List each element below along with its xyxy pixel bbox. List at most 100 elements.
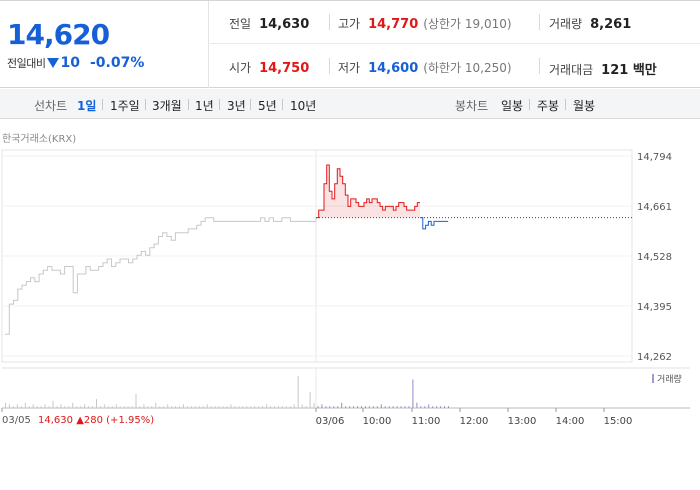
line-chart-label: 선차트 [34,99,68,113]
change-label: 전일대비 [7,57,46,70]
period-1w[interactable]: 1주일 [110,99,140,113]
stat-label: 고가 [338,17,361,31]
stats-row-2: 시가 14,750 저가 14,600 (하한가 10,250) 거래대금 12… [210,45,700,88]
volume-bar [270,406,271,408]
current-price: 14,620 [7,18,110,51]
x-tick-label: 11:00 [412,416,441,427]
volume-bar [238,406,240,408]
change-row: 전일대비 10 -0.07% [7,55,144,71]
volume-bar [281,406,283,408]
volume-bar [222,406,224,408]
divider [102,99,103,110]
volume-bar [234,406,236,408]
volume-bar [321,404,323,408]
volume-bar [107,406,109,408]
chart-toolbar: 선차트 1일 1주일 3개월 1년 3년 5년 10년 봉차트 일봉 주봉 월봉 [0,89,700,119]
candle-monthly[interactable]: 월봉 [573,99,596,113]
y-tick-label: 14,528 [637,252,672,263]
volume-bar [266,404,268,408]
volume-bar [364,406,366,408]
volume-bar [357,406,358,408]
volume-bar [258,406,260,408]
divider [329,14,330,30]
y-tick-label: 14,262 [637,352,672,363]
volume-bar [52,400,54,408]
volume-bar [76,406,78,408]
volume-bar [155,402,157,408]
volume-bar [392,406,394,408]
period-1d[interactable]: 1일 [77,99,97,113]
volume-bar [412,379,414,408]
stat-label: 저가 [338,61,361,75]
upper-limit: (상한가 19,010) [423,17,512,31]
volume-bar [317,406,319,408]
volume-bar [305,406,307,408]
volume-bar [210,406,212,408]
x-tick-label: 12:00 [460,416,489,427]
period-3m[interactable]: 3개월 [152,99,182,113]
volume-bar [103,404,105,408]
volume-bar [139,406,141,408]
divider [539,14,540,30]
volume-bar [131,406,133,408]
volume-bar [88,406,90,408]
volume-bar [274,406,275,408]
volume-bar [206,404,208,408]
volume-bar [190,406,192,408]
period-3y[interactable]: 3년 [227,99,246,113]
period-1y[interactable]: 1년 [195,99,214,113]
volume-legend-swatch [652,374,654,383]
prev-day-date: 03/05 [2,415,31,426]
volume-bar [214,406,216,408]
volume-bar [60,404,62,408]
volume-bar [143,404,145,408]
volume-bar [92,406,93,408]
x-tick-label: 13:00 [508,416,537,427]
volume-bar [28,406,30,408]
volume-bar [123,406,125,408]
volume-bar [372,406,374,408]
x-tick-label: 10:00 [363,416,392,427]
prev-day-price: 14,630 [38,415,74,426]
prev-day-summary: 03/05 14,630 ▲280 (+1.95%) [2,415,154,426]
volume-bar [420,406,422,408]
volume-bar [5,402,6,408]
x-tick-label: 03/06 [316,416,345,427]
volume-bar [151,406,153,408]
volume-bar [202,406,204,408]
volume-bar [384,406,386,408]
stat-value: 121 백만 [601,63,657,78]
volume-bar [277,406,279,408]
volume-bar [246,406,248,408]
divider [565,99,566,110]
change-percent: -0.07% [89,55,145,71]
volume-bar [115,404,117,408]
stat-open: 시가 14,750 [229,59,309,76]
x-tick-label: 14:00 [556,416,585,427]
volume-bar [24,402,26,408]
change-amount: 10 [60,55,80,71]
volume-bar [175,406,177,408]
candle-weekly[interactable]: 주봉 [537,99,560,113]
volume-bar [436,406,438,408]
volume-bar [64,406,66,408]
volume-bar [416,402,418,408]
series-prev-day-line [5,217,317,335]
stat-label: 시가 [229,61,252,75]
series-up-line [316,164,420,219]
volume-bar [293,404,295,408]
divider [282,99,283,110]
volume-bar [333,406,335,408]
stats-row-1: 전일 14,630 고가 14,770 (상한가 19,010) 거래량 8,2… [210,1,700,44]
candle-daily[interactable]: 일봉 [501,99,524,113]
period-10y[interactable]: 10년 [290,99,317,113]
stat-value: 14,770 [368,17,419,32]
stat-label: 전일 [229,17,252,31]
divider [539,58,540,74]
y-tick-label: 14,395 [637,302,672,313]
volume-bar [72,402,74,408]
divider [219,99,220,110]
volume-bar [400,406,402,408]
period-5y[interactable]: 5년 [258,99,277,113]
stat-value: 14,600 [368,61,419,76]
